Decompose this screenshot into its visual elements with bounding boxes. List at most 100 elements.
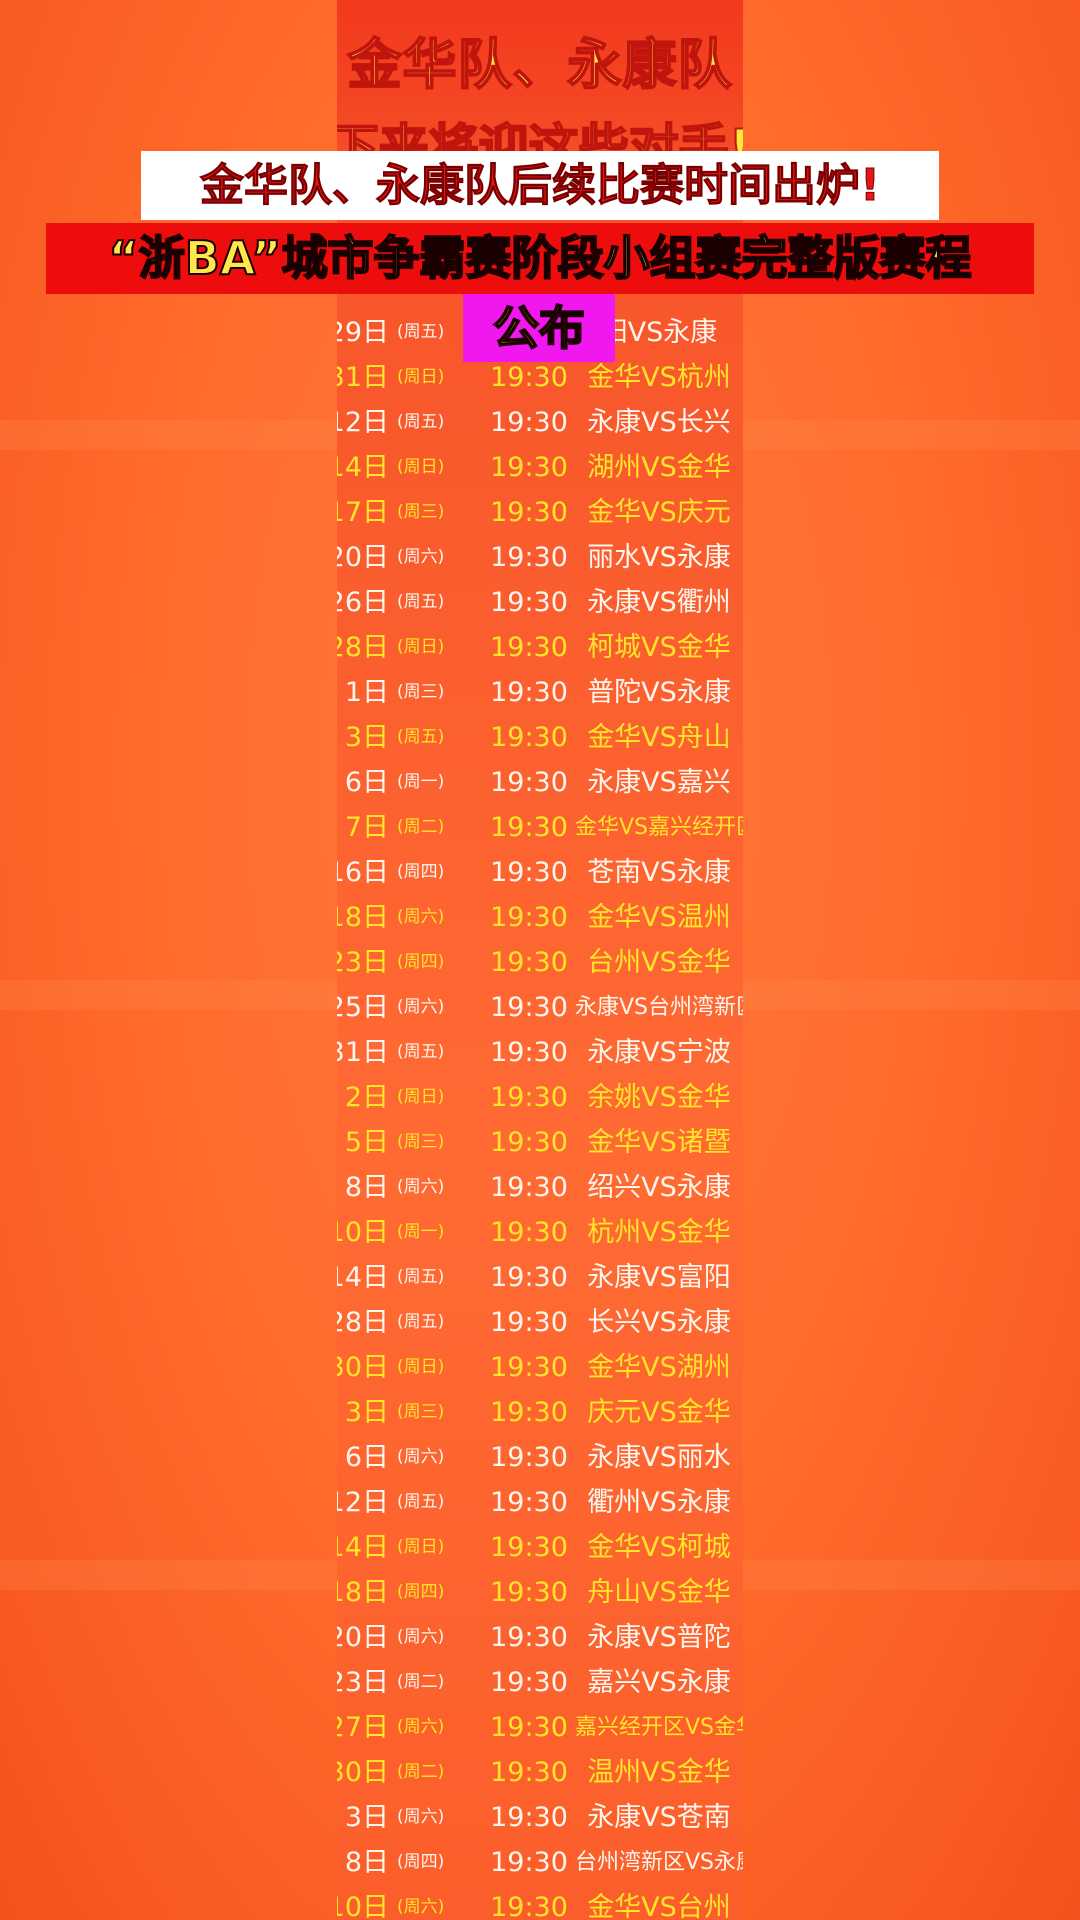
- time: 19:30: [490, 947, 568, 978]
- date: 16日: [337, 857, 389, 888]
- match: 永康VS富阳: [587, 1262, 731, 1293]
- date: 12日: [337, 1487, 389, 1518]
- schedule-row: 29日 (周五) 阳VS永康: [337, 310, 743, 355]
- match: 绍兴VS永康: [587, 1172, 731, 1203]
- schedule-row: 8日 (周四) 19:30 台州湾新区VS永康: [337, 1840, 743, 1885]
- date: 27日: [337, 1712, 389, 1743]
- match: 柯城VS金华: [587, 632, 731, 663]
- weekday: (周日): [397, 1357, 445, 1377]
- schedule-row: 10日 (周一) 19:30 杭州VS金华: [337, 1210, 743, 1255]
- schedule-row: 20日 (周六) 19:30 丽水VS永康: [337, 535, 743, 580]
- time: 19:30: [490, 632, 568, 663]
- time: 19:30: [490, 1307, 568, 1338]
- schedule-row: 3日 (周五) 19:30 金华VS舟山: [337, 715, 743, 760]
- time: 19:30: [490, 1082, 568, 1113]
- time: 19:30: [490, 452, 568, 483]
- weekday: (周五): [397, 1267, 445, 1287]
- time: 19:30: [490, 1532, 568, 1563]
- schedule-row: 23日 (周二) 19:30 嘉兴VS永康: [337, 1660, 743, 1705]
- match: 台州湾新区VS永康: [575, 1850, 743, 1875]
- date: 31日: [337, 1037, 389, 1068]
- caption-banner: “浙BA”城市争霸赛阶段小组赛完整版赛程: [46, 223, 1034, 294]
- schedule-row: 6日 (周六) 19:30 永康VS丽水: [337, 1435, 743, 1480]
- match: 嘉兴经开区VS金华: [575, 1715, 743, 1740]
- time: 19:30: [490, 587, 568, 618]
- match: 永康VS丽水: [587, 1442, 731, 1473]
- date: 20日: [337, 542, 389, 573]
- date: 12日: [337, 407, 389, 438]
- date: 10日: [337, 1892, 389, 1920]
- date: 3日: [344, 1397, 389, 1428]
- date: 29日: [337, 317, 389, 348]
- weekday: (周日): [397, 1087, 445, 1107]
- match: 金华VS诸暨: [587, 1127, 731, 1158]
- time: 19:30: [490, 1397, 568, 1428]
- weekday: (周六): [397, 1897, 445, 1917]
- date: 25日: [337, 992, 389, 1023]
- date: 17日: [337, 497, 389, 528]
- match: 杭州VS金华: [587, 1217, 731, 1248]
- weekday: (周日): [397, 637, 445, 657]
- weekday: (周四): [397, 862, 445, 882]
- time: 19:30: [490, 1487, 568, 1518]
- time: 19:30: [490, 1802, 568, 1833]
- date: 7日: [344, 812, 389, 843]
- header-title: 金华队、永康队: [347, 32, 733, 97]
- time: 19:30: [490, 1847, 568, 1878]
- time: 19:30: [490, 902, 568, 933]
- time: 19:30: [490, 407, 568, 438]
- schedule-row: 31日 (周五) 19:30 永康VS宁波: [337, 1030, 743, 1075]
- schedule-row: 26日 (周五) 19:30 永康VS衢州: [337, 580, 743, 625]
- schedule-row: 16日 (周四) 19:30 苍南VS永康: [337, 850, 743, 895]
- schedule-row: 10日 (周六) 19:30 金华VS台州: [337, 1885, 743, 1920]
- date: 1日: [344, 677, 389, 708]
- date: 8日: [344, 1847, 389, 1878]
- weekday: (周三): [397, 682, 445, 702]
- time: 19:30: [490, 1712, 568, 1743]
- time: 19:30: [490, 1892, 568, 1920]
- date: 6日: [344, 1442, 389, 1473]
- match: 永康VS普陀: [587, 1622, 731, 1653]
- time: 19:30: [490, 1442, 568, 1473]
- weekday: (周六): [397, 997, 445, 1017]
- weekday: (周日): [397, 367, 445, 387]
- date: 30日: [337, 1352, 389, 1383]
- schedule-row: 30日 (周日) 19:30 金华VS湖州: [337, 1345, 743, 1390]
- schedule-row: 5日 (周三) 19:30 金华VS诸暨: [337, 1120, 743, 1165]
- weekday: (周五): [397, 322, 445, 342]
- weekday: (周二): [397, 817, 445, 837]
- match: 阳VS永康: [600, 317, 718, 348]
- date: 3日: [344, 1802, 389, 1833]
- weekday: (周六): [397, 547, 445, 567]
- weekday: (周一): [397, 772, 445, 792]
- date: 18日: [337, 902, 389, 933]
- schedule-row: 6日 (周一) 19:30 永康VS嘉兴: [337, 760, 743, 805]
- weekday: (周日): [397, 1537, 445, 1557]
- match: 金华VS庆元: [587, 497, 731, 528]
- time: 19:30: [490, 1622, 568, 1653]
- schedule-row: 8日 (周六) 19:30 绍兴VS永康: [337, 1165, 743, 1210]
- schedule-row: 14日 (周五) 19:30 永康VS富阳: [337, 1255, 743, 1300]
- schedule-row: 20日 (周六) 19:30 永康VS普陀: [337, 1615, 743, 1660]
- match: 永康VS嘉兴: [587, 767, 731, 798]
- time: 19:30: [490, 1037, 568, 1068]
- match: 长兴VS永康: [587, 1307, 731, 1338]
- time: 19:30: [490, 542, 568, 573]
- weekday: (周五): [397, 1312, 445, 1332]
- schedule-row: 18日 (周六) 19:30 金华VS温州: [337, 895, 743, 940]
- match: 舟山VS金华: [587, 1577, 731, 1608]
- match: 湖州VS金华: [587, 452, 731, 483]
- time: 19:30: [490, 362, 568, 393]
- match: 丽水VS永康: [587, 542, 731, 573]
- date: 31日: [337, 362, 389, 393]
- schedule-row: 2日 (周日) 19:30 余姚VS金华: [337, 1075, 743, 1120]
- weekday: (周三): [397, 1402, 445, 1422]
- time: 19:30: [490, 1262, 568, 1293]
- weekday: (周二): [397, 1762, 445, 1782]
- date: 28日: [337, 632, 389, 663]
- match: 余姚VS金华: [587, 1082, 731, 1113]
- caption-banner: 公布: [463, 294, 615, 362]
- date: 26日: [337, 587, 389, 618]
- match: 金华VS温州: [587, 902, 731, 933]
- time: 19:30: [490, 497, 568, 528]
